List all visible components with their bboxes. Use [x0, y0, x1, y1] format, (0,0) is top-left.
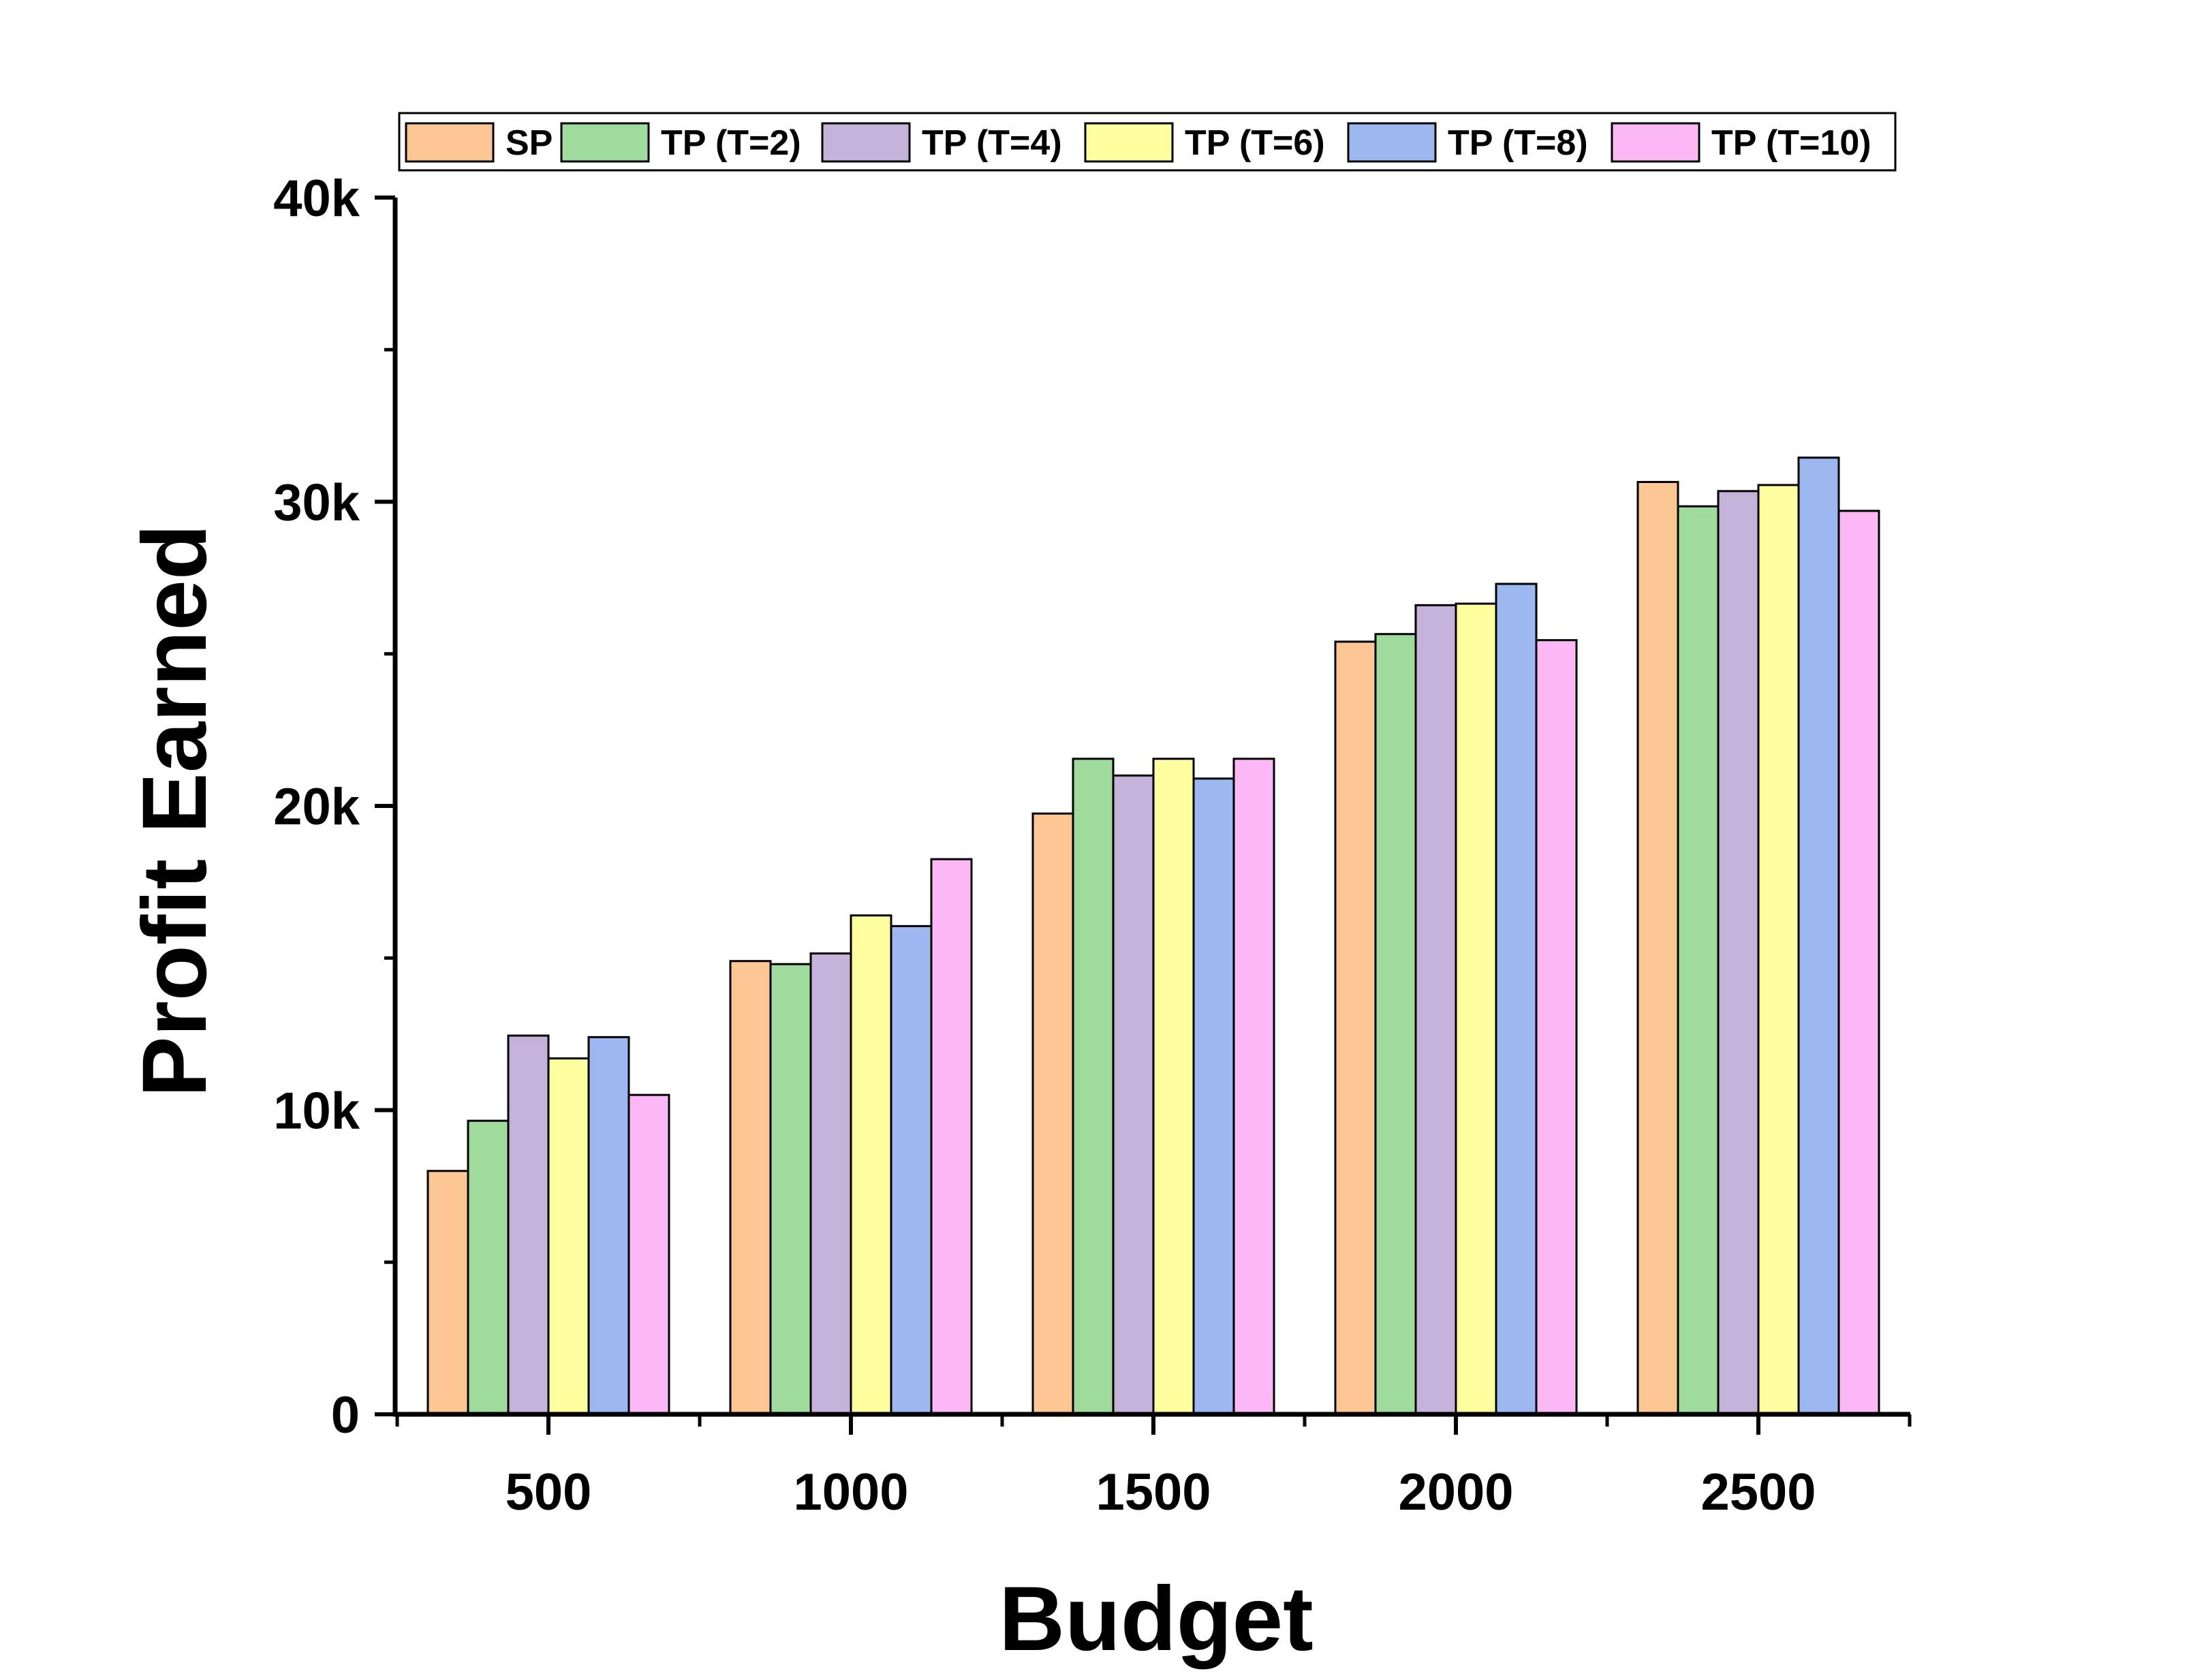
legend: SP TP (T=2) TP (T=4) TP (T=6) TP (T=8) TP (T=…: [398, 112, 1897, 172]
x-tick-label: 2000: [1398, 1463, 1513, 1521]
bar-2000-series-4: [1495, 582, 1538, 1416]
bar-500-series-0: [426, 1170, 469, 1416]
x-tick-label: 1000: [793, 1463, 908, 1521]
bars: [426, 456, 1880, 1416]
legend-label-5: TP (T=10): [1711, 123, 1871, 163]
legend-swatch-0: [405, 122, 495, 163]
bar-500-series-1: [467, 1119, 510, 1416]
bar-1500-series-3: [1152, 758, 1195, 1416]
bar-2000-series-0: [1334, 640, 1377, 1416]
bar-2500-series-0: [1636, 480, 1679, 1416]
y-axis-title: Profit Earned: [124, 524, 226, 1097]
x-tick-label: 500: [506, 1463, 592, 1521]
x-axis-title: Budget: [999, 1568, 1313, 1670]
bar-2000-series-2: [1414, 604, 1457, 1416]
bar-500-series-5: [627, 1093, 670, 1416]
bar-500-series-2: [507, 1034, 550, 1416]
bar-1000-series-2: [809, 952, 852, 1416]
legend-swatch-2: [821, 122, 911, 163]
bar-1000-series-5: [930, 858, 973, 1416]
bar-1500-series-1: [1072, 758, 1115, 1416]
bar-2500-series-2: [1717, 490, 1760, 1416]
bar-2500-series-5: [1837, 510, 1880, 1416]
bar-1500-series-0: [1031, 812, 1074, 1416]
legend-swatch-5: [1611, 122, 1700, 163]
bar-2000-series-3: [1455, 602, 1497, 1416]
y-tick-label: 10k: [273, 1083, 360, 1140]
bar-500-series-3: [547, 1057, 590, 1416]
bar-1000-series-1: [769, 963, 812, 1416]
bar-2000-series-1: [1374, 633, 1417, 1416]
y-tick-label: 0: [331, 1386, 360, 1444]
bar-2500-series-3: [1757, 484, 1800, 1416]
bar-500-series-4: [587, 1036, 630, 1416]
bar-1500-series-4: [1192, 777, 1235, 1416]
legend-swatch-3: [1084, 122, 1174, 163]
legend-label-0: SP: [506, 123, 553, 163]
y-tick-label: 40k: [273, 170, 360, 228]
bar-2000-series-5: [1535, 639, 1578, 1416]
bar-1000-series-3: [850, 914, 892, 1416]
bar-1500-series-2: [1112, 774, 1155, 1416]
y-tick-label: 20k: [273, 778, 360, 836]
legend-label-2: TP (T=4): [922, 123, 1062, 163]
bar-1000-series-0: [729, 960, 772, 1416]
x-tick-label: 2500: [1700, 1463, 1816, 1521]
x-tick-label: 1500: [1096, 1463, 1211, 1521]
legend-label-3: TP (T=6): [1185, 123, 1325, 163]
legend-swatch-4: [1347, 122, 1437, 163]
bar-2500-series-4: [1797, 456, 1840, 1416]
legend-label-1: TP (T=2): [661, 123, 801, 163]
axes: 0 10k 20k 30k 40k 500 1000 1500 2000 2500: [273, 170, 1912, 1521]
bar-1500-series-5: [1232, 758, 1275, 1416]
bar-2500-series-1: [1677, 505, 1720, 1416]
legend-swatch-1: [560, 122, 650, 163]
y-tick-label: 30k: [273, 474, 360, 532]
legend-label-4: TP (T=8): [1448, 123, 1588, 163]
bar-1000-series-4: [890, 924, 933, 1416]
